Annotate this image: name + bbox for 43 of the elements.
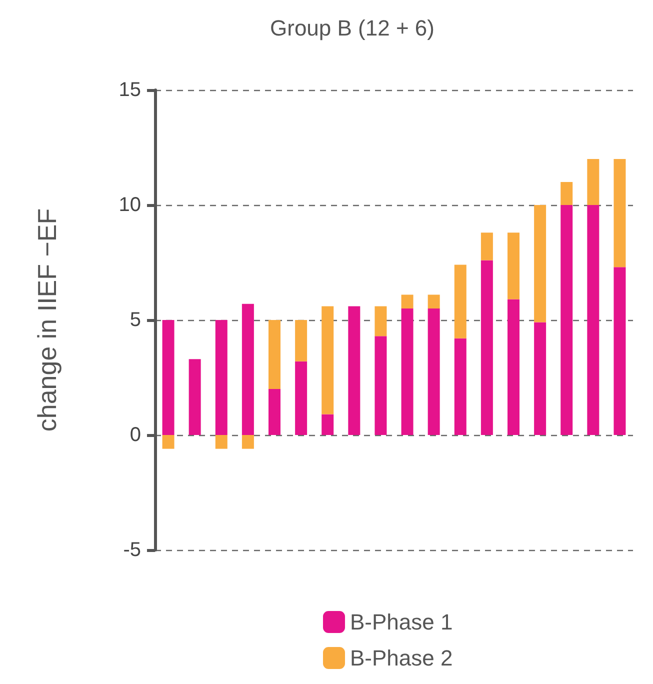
bar — [454, 264, 466, 338]
bar — [587, 159, 600, 205]
bar — [215, 320, 228, 435]
bar — [322, 414, 334, 435]
bar — [428, 294, 440, 308]
y-tick-label: 15 — [118, 79, 141, 101]
bar — [162, 435, 174, 449]
legend-label: B-Phase 2 — [350, 646, 453, 670]
bar — [268, 389, 280, 435]
bar — [374, 306, 387, 336]
chart-title: Group B (12 + 6) — [270, 16, 434, 40]
bar — [508, 232, 520, 300]
bar — [428, 308, 440, 435]
y-tick-label: 0 — [130, 424, 141, 446]
bar — [534, 205, 546, 322]
bar — [188, 359, 201, 435]
bar — [614, 159, 626, 268]
bar — [242, 304, 254, 435]
bar — [480, 232, 493, 260]
bar — [401, 308, 414, 435]
y-axis-title: change in IIEF −EF — [32, 208, 62, 432]
bar — [322, 306, 334, 414]
bar — [215, 435, 228, 449]
bar — [534, 322, 546, 435]
bar — [242, 435, 254, 449]
bar — [295, 320, 308, 362]
legend-label: B-Phase 1 — [350, 610, 453, 634]
bar — [162, 320, 174, 435]
bar — [268, 320, 280, 389]
bar — [454, 338, 466, 435]
bar — [614, 267, 626, 435]
bar — [480, 260, 493, 435]
bar — [401, 294, 414, 308]
bar — [560, 205, 573, 435]
bar — [295, 361, 308, 435]
y-tick-label: -5 — [123, 539, 141, 561]
bar — [560, 182, 573, 205]
bar — [508, 299, 520, 435]
y-tick-label: 5 — [130, 309, 141, 331]
bar — [348, 306, 360, 435]
bar — [587, 205, 600, 435]
y-tick-label: 10 — [118, 194, 141, 216]
bar — [374, 336, 387, 435]
